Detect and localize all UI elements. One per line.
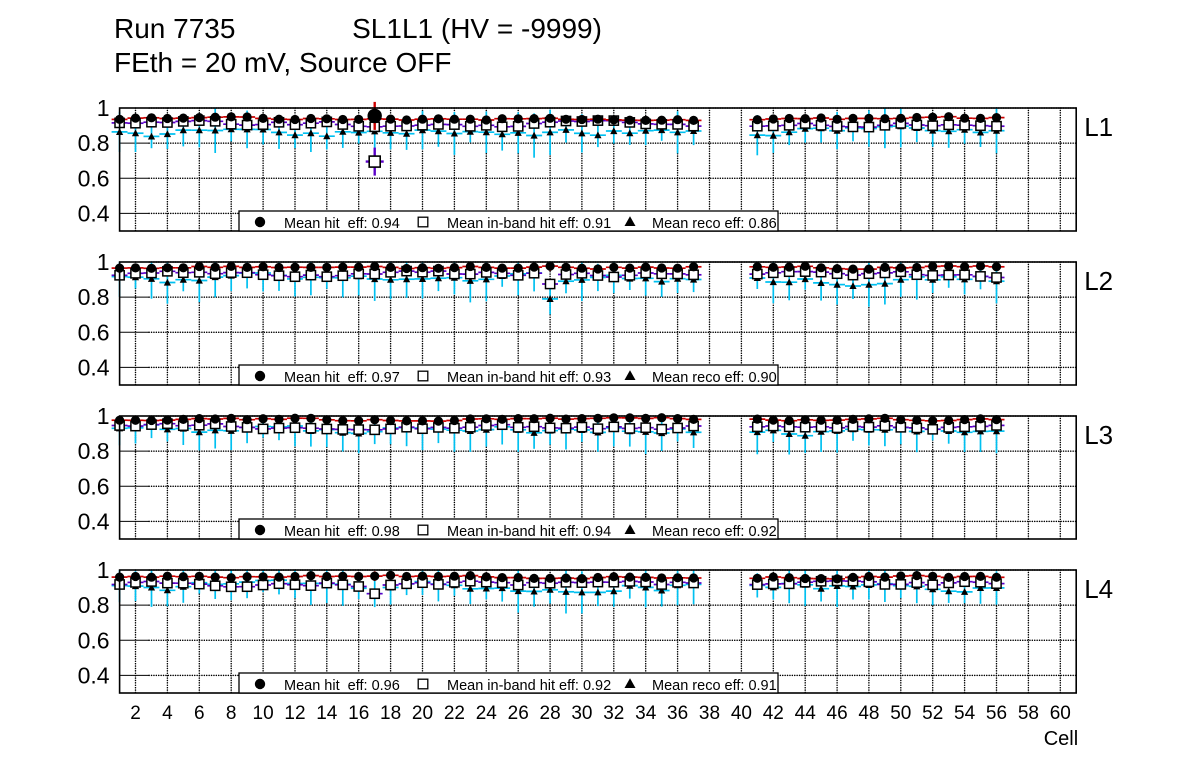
svg-text:46: 46	[827, 703, 848, 724]
svg-text:12: 12	[284, 703, 305, 724]
svg-text:0.8: 0.8	[78, 130, 110, 156]
svg-text:Mean in-band hit eff: 0.93: Mean in-band hit eff: 0.93	[447, 370, 611, 386]
svg-text:0.6: 0.6	[78, 319, 110, 345]
svg-text:58: 58	[1018, 703, 1039, 724]
svg-text:44: 44	[795, 703, 817, 724]
svg-text:Mean in-band hit eff: 0.91: Mean in-band hit eff: 0.91	[447, 216, 611, 232]
svg-text:42: 42	[763, 703, 784, 724]
svg-text:0.8: 0.8	[78, 284, 110, 310]
svg-text:Mean hit eff: 0.96: Mean hit eff: 0.96	[284, 678, 400, 694]
svg-text:22: 22	[444, 703, 465, 724]
svg-text:Mean reco eff: 0.92: Mean reco eff: 0.92	[652, 524, 777, 540]
svg-text:56: 56	[986, 703, 1007, 724]
svg-text:28: 28	[540, 703, 561, 724]
svg-text:8: 8	[226, 703, 237, 724]
svg-text:18: 18	[380, 703, 401, 724]
svg-text:1: 1	[97, 95, 110, 121]
svg-text:54: 54	[954, 703, 976, 724]
svg-text:Mean hit eff: 0.94: Mean hit eff: 0.94	[284, 216, 400, 232]
svg-text:0.6: 0.6	[78, 165, 110, 191]
svg-text:L4: L4	[1084, 574, 1113, 604]
svg-text:0.4: 0.4	[78, 200, 110, 226]
svg-text:10: 10	[253, 703, 274, 724]
svg-text:Mean reco eff: 0.91: Mean reco eff: 0.91	[652, 678, 777, 694]
svg-text:1: 1	[97, 403, 110, 429]
svg-text:34: 34	[635, 703, 657, 724]
svg-text:Mean reco eff: 0.86: Mean reco eff: 0.86	[652, 216, 777, 232]
svg-text:30: 30	[571, 703, 592, 724]
svg-text:L3: L3	[1084, 420, 1113, 450]
svg-text:0.6: 0.6	[78, 473, 110, 499]
svg-text:2: 2	[130, 703, 141, 724]
svg-text:1: 1	[97, 249, 110, 275]
svg-text:6: 6	[194, 703, 205, 724]
svg-text:0.4: 0.4	[78, 354, 110, 380]
svg-text:Mean reco eff: 0.90: Mean reco eff: 0.90	[652, 370, 777, 386]
svg-text:48: 48	[858, 703, 879, 724]
svg-text:0.6: 0.6	[78, 627, 110, 653]
svg-text:Mean in-band hit eff: 0.92: Mean in-band hit eff: 0.92	[447, 678, 611, 694]
svg-text:26: 26	[508, 703, 529, 724]
svg-text:0.4: 0.4	[78, 662, 110, 688]
svg-text:Mean hit eff: 0.97: Mean hit eff: 0.97	[284, 370, 400, 386]
svg-text:0.8: 0.8	[78, 592, 110, 618]
svg-text:32: 32	[603, 703, 624, 724]
svg-text:20: 20	[412, 703, 433, 724]
svg-text:1: 1	[97, 557, 110, 583]
svg-text:L2: L2	[1084, 266, 1113, 296]
svg-text:16: 16	[348, 703, 369, 724]
svg-text:0.4: 0.4	[78, 508, 110, 534]
svg-text:40: 40	[731, 703, 752, 724]
svg-text:36: 36	[667, 703, 688, 724]
svg-text:Mean in-band hit eff: 0.94: Mean in-band hit eff: 0.94	[447, 524, 611, 540]
svg-text:52: 52	[922, 703, 943, 724]
svg-text:38: 38	[699, 703, 720, 724]
svg-text:4: 4	[162, 703, 173, 724]
svg-text:L1: L1	[1084, 112, 1113, 142]
svg-text:60: 60	[1050, 703, 1071, 724]
svg-text:24: 24	[476, 703, 498, 724]
svg-text:Mean hit eff: 0.98: Mean hit eff: 0.98	[284, 524, 400, 540]
svg-text:14: 14	[316, 703, 338, 724]
svg-text:Cell: Cell	[1044, 728, 1078, 750]
svg-text:0.8: 0.8	[78, 438, 110, 464]
svg-text:50: 50	[890, 703, 911, 724]
